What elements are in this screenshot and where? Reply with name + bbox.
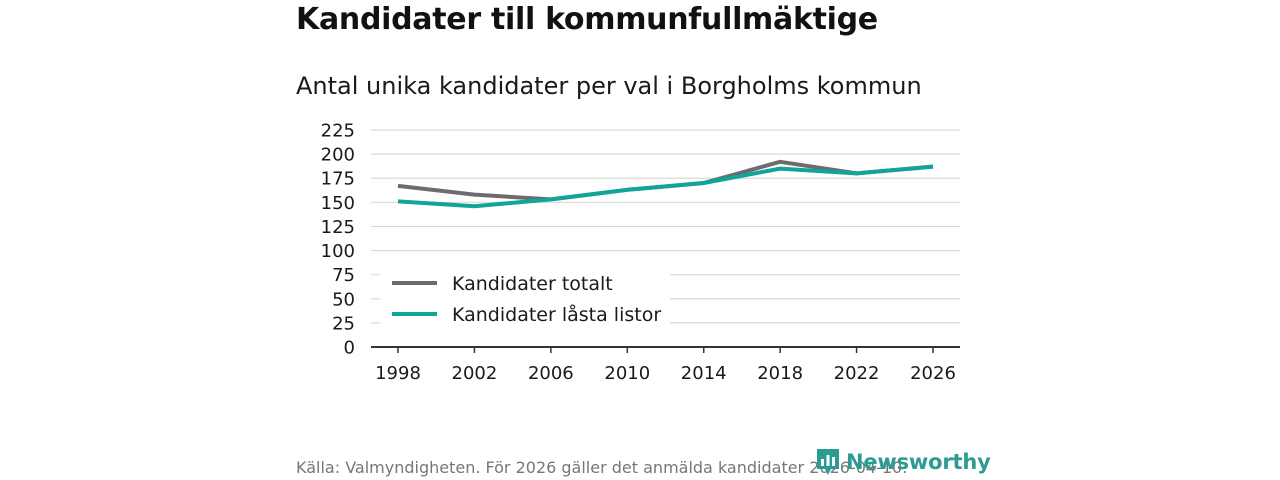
x-tick-label-2010: 2010 [604,363,650,384]
chart-title: Kandidater till kommunfullmäktige [296,2,878,37]
y-tick-label-200: 200 [321,145,355,166]
y-tick-label-175: 175 [321,169,355,190]
legend-background [380,266,670,328]
y-tick-label-225: 225 [321,121,355,142]
series-line-0 [397,159,934,202]
legend-label-0: Kandidater totalt [452,273,613,295]
newsworthy-logo-icon [817,449,839,475]
x-tick-label-2018: 2018 [757,363,803,384]
y-axis-ticks: 0 25 50 75 100 125 150 175 200 225 [321,121,355,359]
source-note: Källa: Valmyndigheten. För 2026 gäller d… [296,458,908,477]
x-tick-label-2014: 2014 [681,363,727,384]
x-tick-label-2026: 2026 [910,363,956,384]
chart-subtitle: Antal unika kandidater per val i Borghol… [296,72,922,100]
x-tick-label-2002: 2002 [452,363,498,384]
y-tick-label-0: 0 [344,338,355,359]
x-tick-label-2006: 2006 [528,363,574,384]
x-tick-label-2022: 2022 [834,363,880,384]
y-tick-label-50: 50 [332,289,355,310]
legend-label-1: Kandidater låsta listor [452,303,661,326]
x-axis: 1998 2002 2006 2010 2014 2018 2022 2026 [371,346,960,384]
newsworthy-logo-text: Newsworthy [846,450,991,474]
newsworthy-logo: Newsworthy [815,447,991,477]
x-tick-label-1998: 1998 [375,363,421,384]
y-tick-label-125: 125 [321,217,355,238]
legend: Kandidater totalt Kandidater låsta listor [380,266,670,328]
y-tick-label-100: 100 [321,241,355,262]
y-tick-label-75: 75 [332,265,355,286]
series-lines [397,159,934,209]
series-line-1 [397,164,934,209]
line-chart: 0 25 50 75 100 125 150 175 200 225 1998 2002 2006 20… [321,121,960,384]
y-tick-label-25: 25 [332,313,355,334]
y-tick-label-150: 150 [321,193,355,214]
